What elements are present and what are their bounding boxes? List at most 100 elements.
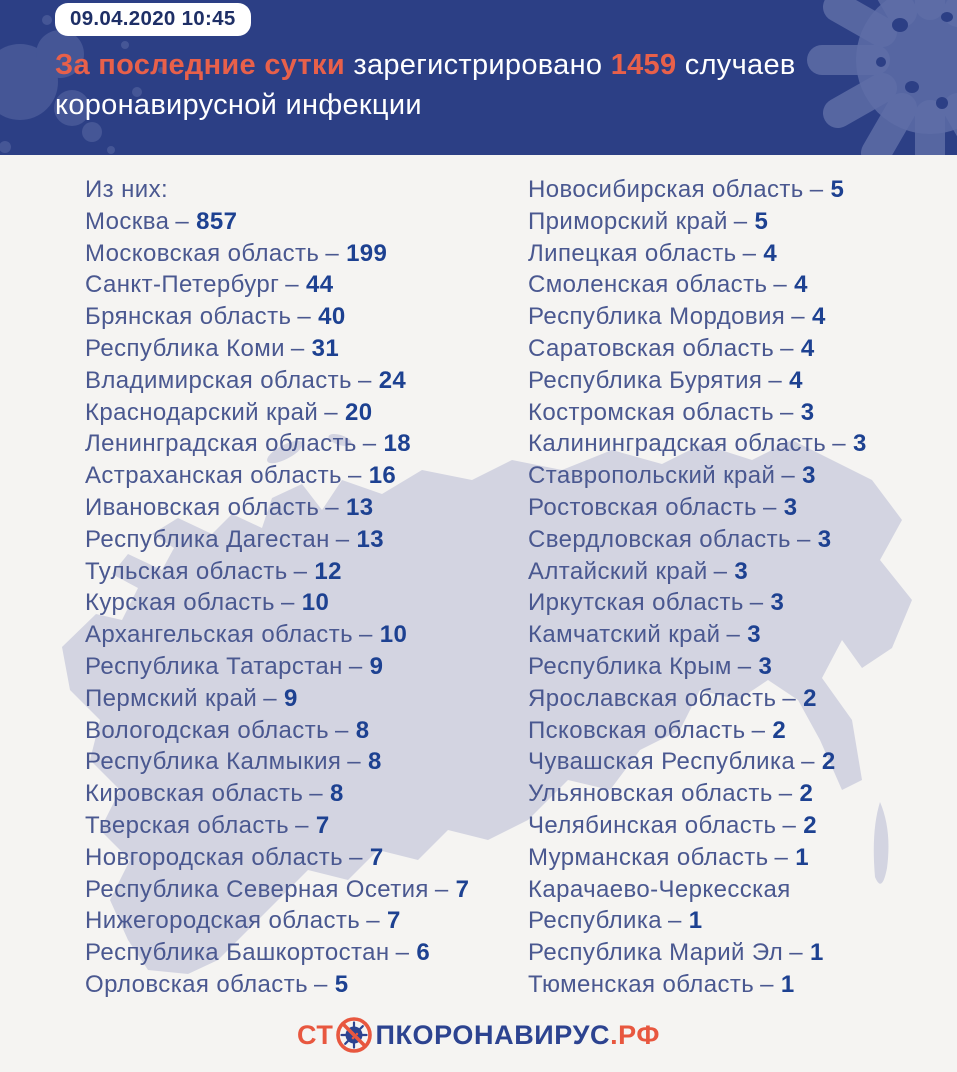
region-name: Астраханская область	[85, 462, 342, 490]
logo-text-stop: СТ	[296, 1019, 334, 1050]
logo-text-koronavirus: ПКОРОНАВИРУС	[375, 1019, 611, 1050]
region-count: 3	[734, 557, 749, 585]
region-row: Тюменская область –1	[528, 969, 890, 1001]
dash-separator: –	[737, 652, 752, 680]
dash-separator: –	[285, 271, 299, 299]
region-row: Костромская область –3	[528, 397, 890, 429]
dash-separator: –	[348, 652, 363, 680]
region-count: 857	[196, 207, 238, 235]
region-row: Иркутская область –3	[528, 587, 890, 619]
region-name: Челябинская область	[528, 811, 777, 839]
footer-logo: СТ ПКОРОНАВИРУС .РФ	[0, 1016, 957, 1054]
region-row: Приморский край –5	[528, 206, 890, 238]
dash-separator: –	[782, 811, 797, 839]
region-row: Мурманская область –1	[528, 842, 890, 874]
region-count: 3	[747, 621, 761, 649]
region-count: 5	[334, 970, 349, 998]
region-name: Тверская область	[85, 811, 290, 839]
region-row: Челябинская область –2	[528, 810, 890, 842]
list-intro: Из них:	[85, 176, 169, 203]
region-row: Тверская область –7	[85, 810, 515, 842]
region-row: Республика Северная Осетия –7	[85, 874, 515, 906]
region-row: Республика Бурятия –4	[528, 365, 890, 397]
region-name: Краснодарский край	[85, 398, 319, 426]
region-count: 31	[311, 334, 340, 362]
dash-separator: –	[760, 970, 774, 998]
dash-separator: –	[325, 239, 340, 267]
dash-separator: –	[293, 557, 308, 585]
dash-separator: –	[801, 748, 815, 776]
region-list-right: Новосибирская область –5 Приморский край –…	[528, 174, 890, 1001]
region-count: 2	[821, 748, 836, 776]
dash-separator: –	[809, 176, 824, 203]
dash-separator: –	[347, 462, 362, 490]
dash-separator: –	[780, 398, 794, 426]
header-banner: 09.04.2020 10:45 За последние сутки заре…	[0, 0, 957, 155]
region-row: Ленинградская область –18	[85, 428, 515, 460]
region-count: 3	[758, 652, 773, 680]
region-row: Владимирская область –24	[85, 365, 515, 397]
dash-separator: –	[362, 430, 377, 458]
region-name: Санкт-Петербург	[85, 271, 280, 299]
region-count: 1	[688, 907, 703, 935]
region-name: Нижегородская область	[85, 907, 361, 935]
headline-count: 1459	[610, 49, 677, 81]
region-count: 2	[803, 811, 817, 839]
dash-separator: –	[335, 525, 350, 553]
region-count: 2	[799, 780, 814, 808]
dash-separator: –	[726, 621, 741, 649]
region-count: 10	[301, 589, 330, 617]
dash-separator: –	[297, 303, 312, 331]
region-row: Кировская область –8	[85, 778, 515, 810]
region-list-left: Из них: Москва –857 Московская область –19…	[85, 174, 515, 1001]
dash-separator: –	[780, 334, 794, 362]
region-name: Свердловская область	[528, 525, 791, 553]
region-count: 4	[811, 303, 826, 331]
region-count: 20	[344, 398, 373, 426]
region-row: Курская область –10	[85, 587, 515, 619]
region-row: Новосибирская область –5	[528, 174, 890, 206]
dash-separator: –	[280, 589, 295, 617]
dash-separator: –	[324, 398, 338, 426]
region-row: Астраханская область –16	[85, 460, 515, 492]
region-name: Смоленская область	[528, 271, 768, 299]
region-count: 3	[800, 398, 815, 426]
region-count: 5	[830, 176, 845, 203]
region-name: Приморский край	[528, 207, 728, 235]
region-name: Республика Татарстан	[85, 652, 343, 680]
region-name: Брянская область	[85, 303, 292, 331]
dash-separator: –	[713, 557, 728, 585]
region-row: Пермский край –9	[85, 683, 515, 715]
region-name: Московская область	[85, 239, 320, 267]
region-row: Нижегородская область –7	[85, 905, 515, 937]
dash-separator: –	[175, 207, 190, 235]
region-count: 6	[416, 939, 431, 967]
region-name: Новгородская область	[85, 843, 344, 871]
region-name: Республика Крым	[528, 652, 732, 680]
region-count: 8	[355, 716, 370, 744]
region-count: 13	[346, 493, 374, 521]
dash-separator: –	[774, 843, 789, 871]
region-row: Алтайский край –3	[528, 556, 890, 588]
region-row: Республика Коми –31	[85, 333, 515, 365]
russia-map	[0, 322, 957, 1022]
region-count: 1	[780, 970, 795, 998]
region-count: 4	[794, 271, 808, 299]
region-row: Санкт-Петербург –44	[85, 269, 515, 301]
region-row: Ярославская область –2	[528, 683, 890, 715]
region-name: Саратовская область	[528, 334, 775, 362]
region-count: 40	[318, 303, 346, 331]
region-row: Чувашская Республика –2	[528, 746, 890, 778]
region-name: Ярославская область	[528, 684, 777, 712]
region-name: Республика Северная Осетия	[85, 875, 429, 903]
headline-line1: За последние сутки зарегистрировано 1459…	[55, 45, 935, 85]
region-count: 3	[783, 493, 798, 521]
dash-separator: –	[325, 493, 340, 521]
region-count: 4	[789, 366, 803, 394]
region-count: 1	[795, 843, 810, 871]
dash-separator: –	[434, 875, 449, 903]
headline-accent: За последние сутки	[55, 49, 345, 81]
region-name: Чувашская Республика	[528, 748, 796, 776]
dash-separator: –	[778, 780, 793, 808]
region-row: Республика Мордовия –4	[528, 301, 890, 333]
